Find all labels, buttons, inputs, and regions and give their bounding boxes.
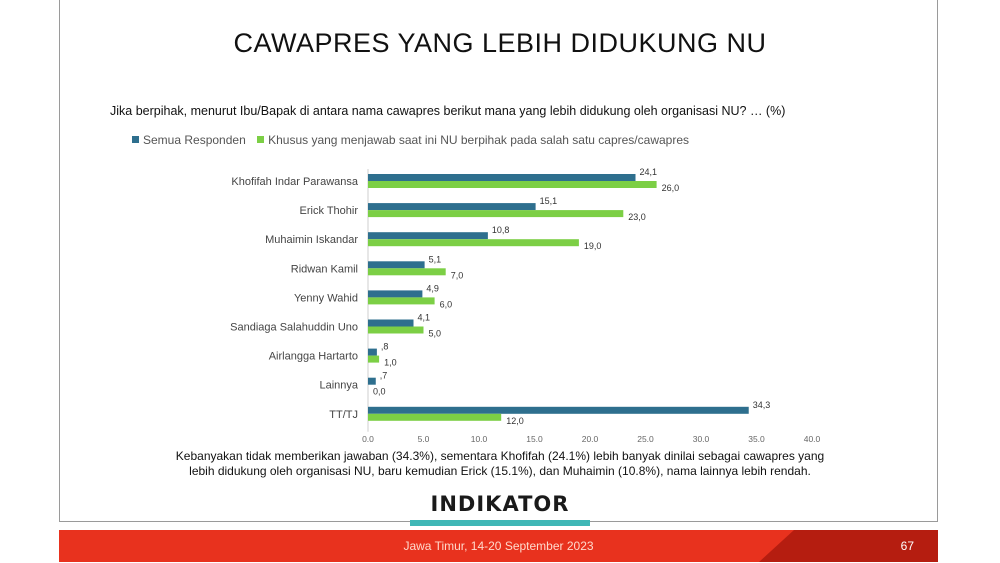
data-label-2-ridwan-kamil: 7,0 [451,270,464,280]
logo-text: INDIKATOR [430,492,570,516]
data-label-1-airlangga-hartarto: ,8 [381,342,389,352]
bar-2-airlangga-hartarto [368,355,380,363]
bar-1-lainnya [368,377,376,385]
bar-2-khofifah-indar-parawansa [368,181,657,188]
category-label-lainnya: Lainnya [319,380,358,392]
x-tick-label-5: 25.0 [637,434,654,444]
bar-2-tt-tj [368,413,502,421]
x-tick-label-4: 20.0 [582,434,599,444]
legend-swatch-series1 [132,136,139,143]
bar-1-erick-thohir [368,203,536,211]
data-label-2-lainnya: 0,0 [373,387,386,397]
summary-line-2: lebih didukung oleh organisasi NU, baru … [189,464,811,478]
data-label-1-erick-thohir: 15,1 [540,196,558,206]
data-label-1-tt-tj: 34,3 [753,400,771,410]
x-tick-label-0: 0.0 [362,434,374,444]
data-label-1-lainnya: ,7 [380,371,388,381]
indikator-logo: INDIKATOR [410,492,590,526]
category-label-yenny-wahid: Yenny Wahid [294,292,358,304]
legend-swatch-series2 [257,136,265,143]
x-tick-label-2: 10.0 [471,434,488,444]
page-number: 67 [900,539,914,553]
category-label-khofifah-indar-parawansa: Khofifah Indar Parawansa [231,176,358,188]
bar-2-sandiaga-salahuddin-uno [368,326,424,334]
data-label-1-muhaimin-iskandar: 10,8 [492,225,510,235]
footer-text: Jawa Timur, 14-20 September 2023 [403,539,594,553]
x-tick-label-7: 35.0 [748,434,765,444]
x-tick-label-1: 5.0 [418,434,430,444]
bar-2-muhaimin-iskandar [368,239,579,247]
x-tick-label-3: 15.0 [526,434,543,444]
bar-1-ridwan-kamil [368,261,425,269]
x-tick-label-8: 40.0 [804,434,821,444]
data-label-2-tt-tj: 12,0 [506,416,524,426]
data-label-1-ridwan-kamil: 5,1 [429,254,442,264]
bar-1-tt-tj [368,406,749,414]
bar-2-erick-thohir [368,210,624,218]
bar-1-airlangga-hartarto [368,348,377,356]
category-label-airlangga-hartarto: Airlangga Hartarto [269,351,358,363]
data-label-2-erick-thohir: 23,0 [628,212,646,222]
data-label-2-muhaimin-iskandar: 19,0 [584,241,602,251]
category-label-muhaimin-iskandar: Muhaimin Iskandar [265,234,358,246]
data-label-2-airlangga-hartarto: 1,0 [384,358,397,368]
summary-line-1: Kebanyakan tidak memberikan jawaban (34.… [175,449,825,463]
legend-label-series2: Khusus yang menjawab saat ini NU berpiha… [268,132,690,147]
category-label-sandiaga-salahuddin-uno: Sandiaga Salahuddin Uno [230,322,358,334]
summary-text: Kebanyakan tidak memberikan jawaban (34.… [100,449,900,479]
category-label-erick-thohir: Erick Thohir [300,205,359,217]
legend-label-series1: Semua Responden [143,132,246,147]
chart-legend: Semua Responden Khusus yang menjawab saa… [132,132,697,147]
data-label-2-sandiaga-salahuddin-uno: 5,0 [429,329,442,339]
data-label-2-yenny-wahid: 6,0 [440,299,453,309]
bar-2-ridwan-kamil [368,268,446,276]
data-label-1-khofifah-indar-parawansa: 24,1 [640,167,658,177]
survey-question: Jika berpihak, menurut Ibu/Bapak di anta… [110,104,786,118]
category-label-tt-tj: TT/TJ [329,409,358,421]
bar-1-sandiaga-salahuddin-uno [368,319,414,327]
bar-1-muhaimin-iskandar [368,232,488,240]
footer-background [59,530,938,562]
category-label-ridwan-kamil: Ridwan Kamil [291,263,358,275]
bar-1-khofifah-indar-parawansa [368,174,636,181]
slide-title: CAWAPRES YANG LEBIH DIDUKUNG NU [233,28,767,58]
x-tick-label-6: 30.0 [693,434,710,444]
data-label-2-khofifah-indar-parawansa: 26,0 [662,183,680,193]
footer-bar: Jawa Timur, 14-20 September 2023 67 [59,530,938,562]
data-label-1-sandiaga-salahuddin-uno: 4,1 [418,313,431,323]
bar-2-yenny-wahid [368,297,435,305]
legend-item-series2: Khusus yang menjawab saat ini NU berpiha… [257,133,689,147]
legend-item-series1: Semua Responden [132,133,246,147]
data-label-1-yenny-wahid: 4,9 [426,283,439,293]
logo-underline [410,520,590,526]
bar-1-yenny-wahid [368,290,423,298]
